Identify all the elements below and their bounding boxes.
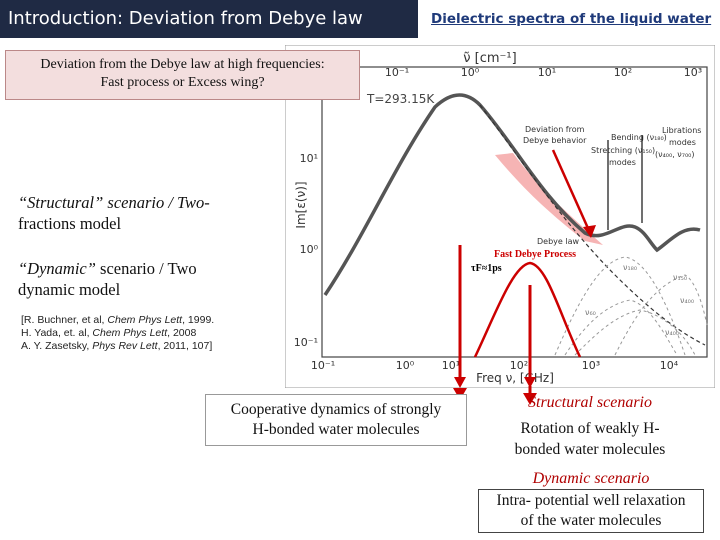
plot-frame xyxy=(285,45,715,388)
x-tick-1: 10⁻¹ xyxy=(311,359,335,372)
dielectric-spectrum-plot: 10⁻¹ 10⁰ 10¹ 10² 10³ ν̃ [cm⁻¹] 10¹ 10⁰ 1… xyxy=(285,45,715,388)
slide-title: Introduction: Deviation from Debye law xyxy=(0,0,418,38)
annot-deviation-1: Deviation from xyxy=(525,125,585,134)
deviation-arrow-head xyxy=(583,225,596,238)
y-tick-3: 10⁻¹ xyxy=(294,336,318,349)
deviation-line-2: Fast process or Excess wing? xyxy=(100,75,265,90)
band-label-4: ν₆₀ xyxy=(585,308,596,317)
deviation-line-1: Deviation from the Debye law at high fre… xyxy=(40,57,325,72)
structural-body-2: bonded water molecules xyxy=(514,441,666,458)
annot-nu: (ν₄₀₀, ν₇₀₀) xyxy=(655,150,695,159)
dielectric-loss-curve xyxy=(323,93,701,296)
x-axis-label: Freq ν, [GHz] xyxy=(476,371,554,385)
axes-box xyxy=(321,66,708,358)
dynamic-body-2: of the water molecules xyxy=(520,512,662,529)
dynamic-scenario-box: Dynamic scenario Intra- potential well r… xyxy=(478,469,704,537)
fast-debye-tau: τF≈1ps xyxy=(471,263,502,274)
arrow-coop-head xyxy=(454,377,466,388)
x-tick-2: 10⁰ xyxy=(396,359,415,372)
temperature-label: T=293.15K xyxy=(366,92,435,106)
coop-line-2: H-bonded water molecules xyxy=(252,421,420,438)
deviation-callout: Deviation from the Debye law at high fre… xyxy=(5,50,360,100)
x-tick-3: 10¹ xyxy=(442,359,460,372)
y-axis-label: Im[ε(ν)] xyxy=(294,181,308,228)
references: [R. Buchner, et al, Chem Phys Lett, 1999… xyxy=(21,314,215,352)
deviation-arrow-line xyxy=(551,149,593,236)
dynamic-scenario-label: “Dynamic” scenario / Two dynamic model xyxy=(18,258,278,300)
annot-librations-2: modes xyxy=(669,138,696,147)
x-tick-5: 10³ xyxy=(582,359,600,372)
x-tick-6: 10⁴ xyxy=(660,359,679,372)
y-tick-1: 10¹ xyxy=(300,152,318,165)
top-tick-2: 10⁰ xyxy=(461,66,480,79)
annot-deviation-2: Debye behavior xyxy=(523,136,587,145)
structural-scenario-label: “Structural” scenario / Two- fractions m… xyxy=(18,192,258,234)
dynamic-rest: scenario / Two xyxy=(95,259,197,278)
deviation-shaded-region xyxy=(495,153,603,245)
band-label-2: ν₁₅₀ xyxy=(673,273,687,282)
top-axis-label: ν̃ [cm⁻¹] xyxy=(463,51,516,66)
top-tick-1: 10⁻¹ xyxy=(385,66,409,79)
top-tick-5: 10³ xyxy=(684,66,702,79)
fast-debye-title: Fast Debye Process xyxy=(494,249,576,260)
arrow-struct-tip xyxy=(523,393,537,405)
y-tick-2: 10⁰ xyxy=(300,243,319,256)
dynamic-header: Dynamic scenario xyxy=(532,470,650,487)
arrow-struct-head xyxy=(524,377,536,388)
fast-debye-peak xyxy=(473,261,582,358)
dynamic-italic: “Dynamic” xyxy=(18,259,96,278)
annot-debye-law: Debye law xyxy=(537,237,579,246)
debye-law-curve xyxy=(479,104,706,346)
structural-line-1: “Structural” scenario / Two- xyxy=(18,193,210,212)
top-tick-3: 10¹ xyxy=(538,66,556,79)
band-label-1: ν₁₈₀ xyxy=(623,263,637,272)
structural-body-1: Rotation of weakly H- xyxy=(520,420,660,437)
structural-header: Structural scenario xyxy=(528,394,652,411)
cooperative-dynamics-box: Cooperative dynamics of strongly H-bonde… xyxy=(205,394,467,446)
coop-line-1: Cooperative dynamics of strongly xyxy=(230,401,442,418)
structural-scenario-box: Structural scenario Rotation of weakly H… xyxy=(482,393,698,460)
dynamic-body-1: Intra- potential well relaxation xyxy=(496,492,686,509)
subtitle-link[interactable]: Dielectric spectra of the liquid water xyxy=(431,11,712,27)
x-tick-4: 10² xyxy=(510,359,528,372)
band-curves xyxy=(554,256,708,356)
annot-stretching: Stretching (ν₁₅₀) xyxy=(591,146,655,155)
top-tick-4: 10² xyxy=(614,66,632,79)
annot-bending: Bending (ν₁₈₀) xyxy=(611,133,667,142)
annot-librations-1: Librations xyxy=(662,126,701,135)
band-label-5: ν₄₀₀ xyxy=(665,328,679,337)
dynamic-line-2: dynamic model xyxy=(18,280,121,299)
annot-modes: modes xyxy=(609,158,636,167)
band-label-3: ν₄₀₀ xyxy=(680,296,694,305)
structural-line-2: fractions model xyxy=(18,214,122,233)
